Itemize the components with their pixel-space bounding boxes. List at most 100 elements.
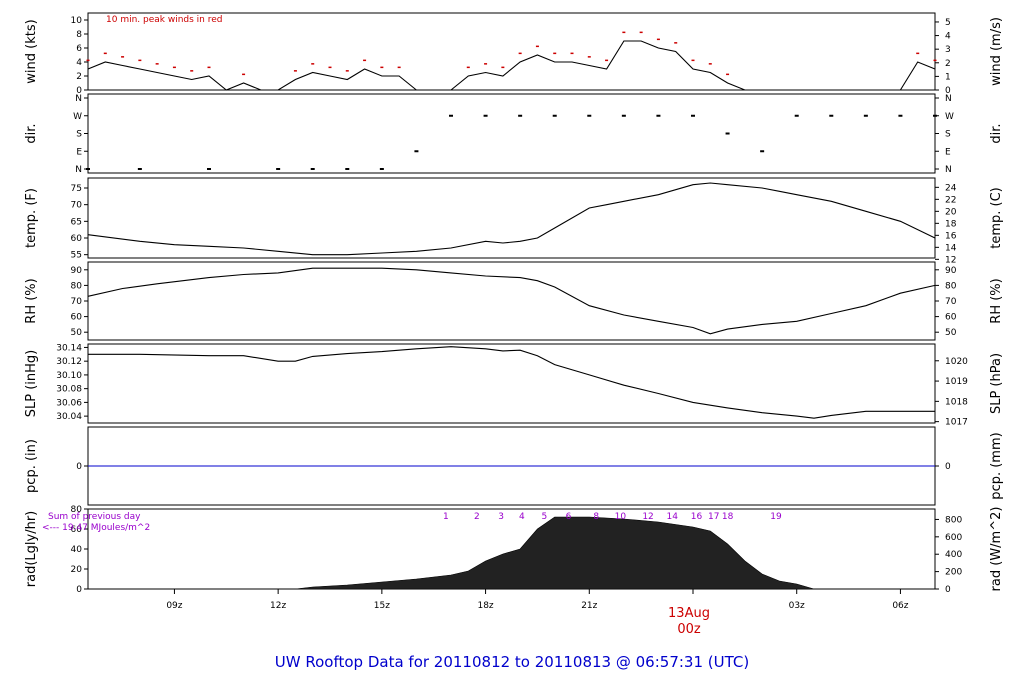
dir-point [345, 168, 350, 170]
peak-wind-mark [138, 59, 142, 62]
left-tick-label: 2 [76, 72, 82, 82]
panel-frame [87, 261, 936, 341]
x-axis: 09z 12z 15z 18z 21z 03z 06z [166, 589, 909, 611]
dir-point [552, 114, 557, 117]
peak-wind-mark [293, 70, 297, 72]
hour-marker: 18 [722, 512, 734, 522]
left-tick-label: 40 [71, 545, 83, 555]
dir-point [725, 132, 730, 135]
left-tick-label: 6 [76, 44, 82, 54]
right-tick-label: 70 [945, 297, 957, 307]
peak-wind-mark [484, 63, 488, 65]
left-tick-label: 70 [71, 297, 83, 307]
right-tick-label: 80 [945, 281, 957, 291]
left-tick-label: 60 [71, 525, 83, 535]
dir-point [379, 168, 384, 170]
peak-wind-mark [933, 59, 937, 62]
series-line-slp [88, 346, 935, 419]
peak-wind-mark [103, 52, 107, 55]
left-axis-label: pcp. (in) [24, 439, 39, 493]
right-tick-label: 3 [945, 45, 951, 55]
peak-wind-mark [121, 56, 125, 58]
peak-wind-mark [708, 63, 712, 65]
dir-point [207, 168, 211, 170]
x-tick-label: 03z [789, 601, 805, 611]
hour-marker: 12 [642, 512, 653, 522]
dir-point [414, 150, 419, 153]
peak-wind-mark [518, 52, 522, 55]
peak-wind-mark [570, 52, 574, 55]
peak-wind-mark [587, 56, 591, 58]
right-tick-label: 20 [945, 207, 957, 217]
dir-point [86, 168, 90, 170]
left-axis-label: wind (kts) [24, 19, 39, 83]
left-tick-label: 90 [71, 266, 83, 276]
right-axis-label: RH (%) [989, 278, 1004, 323]
right-tick-label: 1017 [945, 418, 968, 428]
right-tick-label: N [945, 165, 952, 175]
peak-wind-mark [207, 66, 211, 69]
figure-title: UW Rooftop Data for 20110812 to 20110813… [275, 653, 749, 671]
panel-frame [87, 177, 936, 259]
left-tick-label: 70 [71, 201, 83, 211]
right-tick-label: 1020 [945, 357, 968, 367]
hour-marker: 3 [498, 512, 504, 522]
dir-point [137, 168, 142, 170]
peak-wind-mark [190, 70, 194, 72]
dir-point [276, 168, 281, 170]
x-tick-label: 18z [477, 601, 493, 611]
left-tick-label: 30.06 [56, 398, 82, 408]
panel-rad: rad(Lgly/hr) rad (W/m^2)02040608002004006… [24, 505, 1004, 595]
left-tick-label: S [76, 130, 82, 140]
series-line-temp [87, 182, 936, 256]
left-tick-label: 10 [71, 16, 83, 26]
left-tick-label: 60 [71, 234, 83, 244]
x-tick-label: 21z [581, 601, 597, 611]
right-axis-label: SLP (hPa) [989, 353, 1004, 414]
peak-wind-mark [691, 59, 695, 62]
right-tick-label: 50 [945, 328, 957, 338]
peak-wind-mark [501, 66, 505, 69]
peak-wind-mark [466, 66, 470, 69]
right-tick-label: 18 [945, 219, 957, 229]
peak-wind-mark [380, 66, 384, 69]
series-line-wind [87, 40, 936, 91]
left-tick-label: 0 [76, 86, 82, 96]
left-tick-label: W [73, 112, 82, 122]
peak-wind-mark [397, 66, 401, 69]
left-tick-label: E [76, 147, 82, 157]
x-tick-label: 06z [892, 601, 908, 611]
x-tick-label: 09z [166, 601, 182, 611]
right-tick-label: 5 [945, 18, 951, 28]
dir-point [898, 114, 903, 117]
peak-wind-mark [916, 52, 920, 55]
right-tick-label: 16 [945, 231, 957, 241]
dir-point [656, 114, 661, 117]
dir-point [621, 114, 626, 117]
peak-wind-mark [311, 63, 315, 65]
panel-slp: SLP (inHg) SLP (hPa) 30.04 30.06 30.08 30.10 3… [24, 343, 1004, 427]
peak-wind-mark [345, 70, 349, 72]
left-axis-label: rad(Lgly/hr) [24, 511, 39, 587]
right-axis-label: rad (W/m^2) [989, 507, 1004, 592]
hour-marker: 19 [770, 512, 782, 522]
right-tick-label: 12 [945, 255, 956, 265]
left-tick-label: 50 [71, 328, 83, 338]
panel-annotation: 10 min. peak winds in red [106, 15, 223, 25]
peak-wind-mark [622, 31, 626, 34]
dir-point [863, 114, 868, 117]
right-tick-label: 24 [945, 183, 957, 193]
peak-wind-mark [656, 38, 660, 41]
peak-wind-mark [328, 66, 332, 69]
peak-wind-mark [363, 59, 367, 62]
left-tick-label: 30.12 [56, 357, 82, 367]
right-tick-label: 1018 [945, 397, 968, 407]
left-tick-label: 55 [71, 251, 82, 261]
hour-marker: 4 [519, 512, 525, 522]
right-tick-label: E [945, 147, 951, 157]
hour-marker: 2 [474, 512, 480, 522]
left-tick-label: 0 [76, 585, 82, 595]
right-tick-label: S [945, 130, 951, 140]
